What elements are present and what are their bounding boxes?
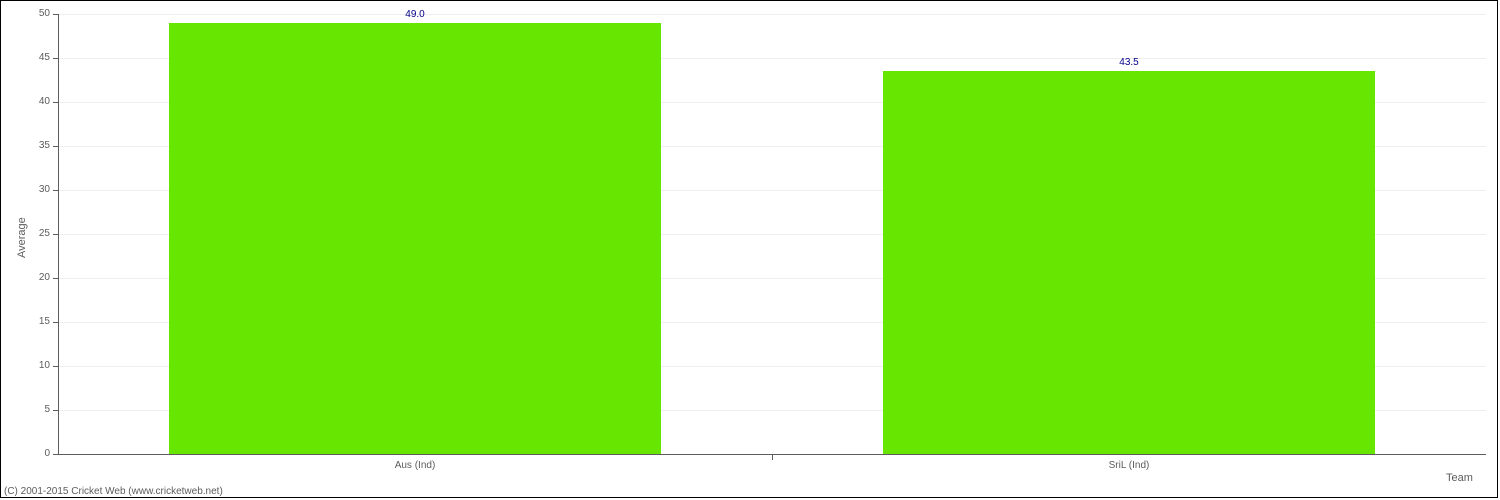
y-tick-label: 10 (22, 361, 50, 371)
bar (883, 71, 1376, 454)
x-tick-label: Aus (Ind) (335, 460, 495, 472)
x-axis-line (58, 454, 1486, 455)
y-tick-label: 40 (22, 97, 50, 107)
y-tick-label: 15 (22, 317, 50, 327)
y-tick-label: 5 (22, 405, 50, 415)
x-axis-title: Team (1446, 472, 1486, 484)
y-tick-label: 30 (22, 185, 50, 195)
y-tick-label: 0 (22, 449, 50, 459)
y-axis-title: Average (16, 217, 28, 258)
y-tick-label: 50 (22, 9, 50, 19)
bar (169, 23, 662, 454)
gridline (58, 14, 1486, 15)
y-tick-label: 45 (22, 53, 50, 63)
y-axis-line (58, 14, 59, 454)
bar-value-label: 49.0 (385, 9, 445, 21)
y-tick-label: 35 (22, 141, 50, 151)
y-tick-label: 20 (22, 273, 50, 283)
bar-value-label: 43.5 (1099, 57, 1159, 69)
copyright-text: (C) 2001-2015 Cricket Web (www.cricketwe… (4, 486, 223, 497)
x-tick-mark (772, 455, 773, 460)
x-tick-label: SriL (Ind) (1049, 460, 1209, 472)
